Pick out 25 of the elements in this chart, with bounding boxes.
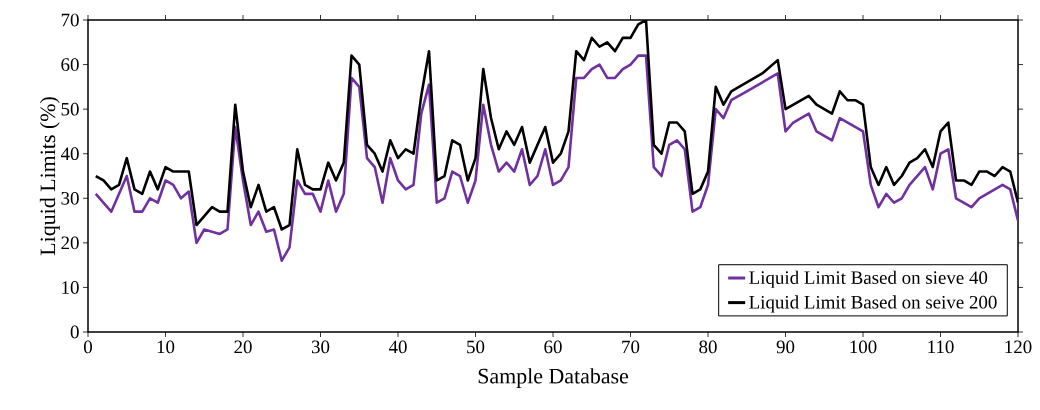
x-tick-label: 30	[311, 340, 330, 354]
y-tick-label: 40	[60, 147, 79, 161]
x-tick-label: 70	[622, 340, 640, 354]
y-tick-label: 70	[61, 13, 79, 27]
x-tick-label: 40	[388, 340, 407, 354]
y-tick-label: 20	[61, 236, 79, 250]
x-tick-label: 90	[776, 340, 795, 354]
x-tick-label: 10	[157, 340, 175, 354]
legend-label: Liquid Limit Based on sieve 40	[749, 270, 988, 288]
x-tick-label: 120	[1005, 340, 1032, 354]
y-tick-label: 50	[61, 102, 79, 116]
y-axis-title: Liquid Limits (%)	[39, 97, 60, 256]
x-axis-title: Sample Database	[478, 368, 629, 389]
y-tick-label: 60	[61, 58, 79, 71]
x-tick-label: 0	[83, 340, 93, 354]
x-tick-label: 100	[850, 340, 877, 354]
y-tick-label: 10	[62, 281, 79, 294]
y-tick-label: 0	[70, 325, 79, 339]
x-tick-label: 110	[928, 340, 954, 354]
legend-label: Liquid Limit Based on seive 200	[749, 295, 997, 313]
x-tick-label: 50	[467, 340, 485, 354]
x-tick-label: 80	[699, 340, 717, 354]
x-tick-label: 20	[234, 340, 252, 354]
x-tick-label: 60	[544, 340, 562, 354]
y-tick-label: 30	[61, 191, 79, 205]
